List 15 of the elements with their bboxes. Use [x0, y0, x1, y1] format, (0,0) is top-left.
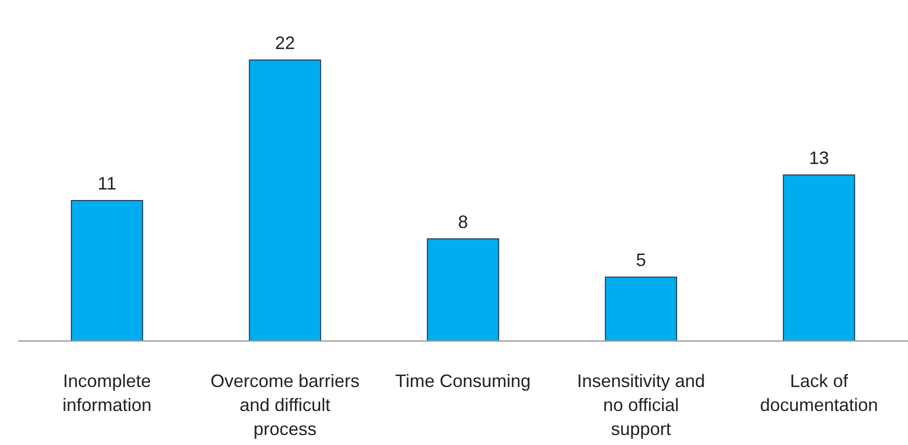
data-label: 5 — [636, 250, 646, 270]
bar — [426, 238, 500, 342]
bar — [248, 60, 322, 342]
x-tick-label: Overcome barriers and difficult process — [210, 371, 360, 439]
data-label: 13 — [808, 148, 830, 168]
x-tick-label: Time Consuming — [395, 371, 531, 391]
bar — [604, 276, 678, 342]
data-label: 22 — [274, 33, 296, 53]
x-tick-label: Insensitivity and no official support — [576, 371, 706, 439]
bar — [782, 174, 856, 342]
data-label: 8 — [458, 212, 468, 232]
bar — [70, 200, 144, 342]
x-tick-label: Lack of documentation — [760, 371, 878, 415]
data-label: 11 — [98, 174, 116, 194]
x-tick-label: Incomplete information — [62, 371, 152, 415]
